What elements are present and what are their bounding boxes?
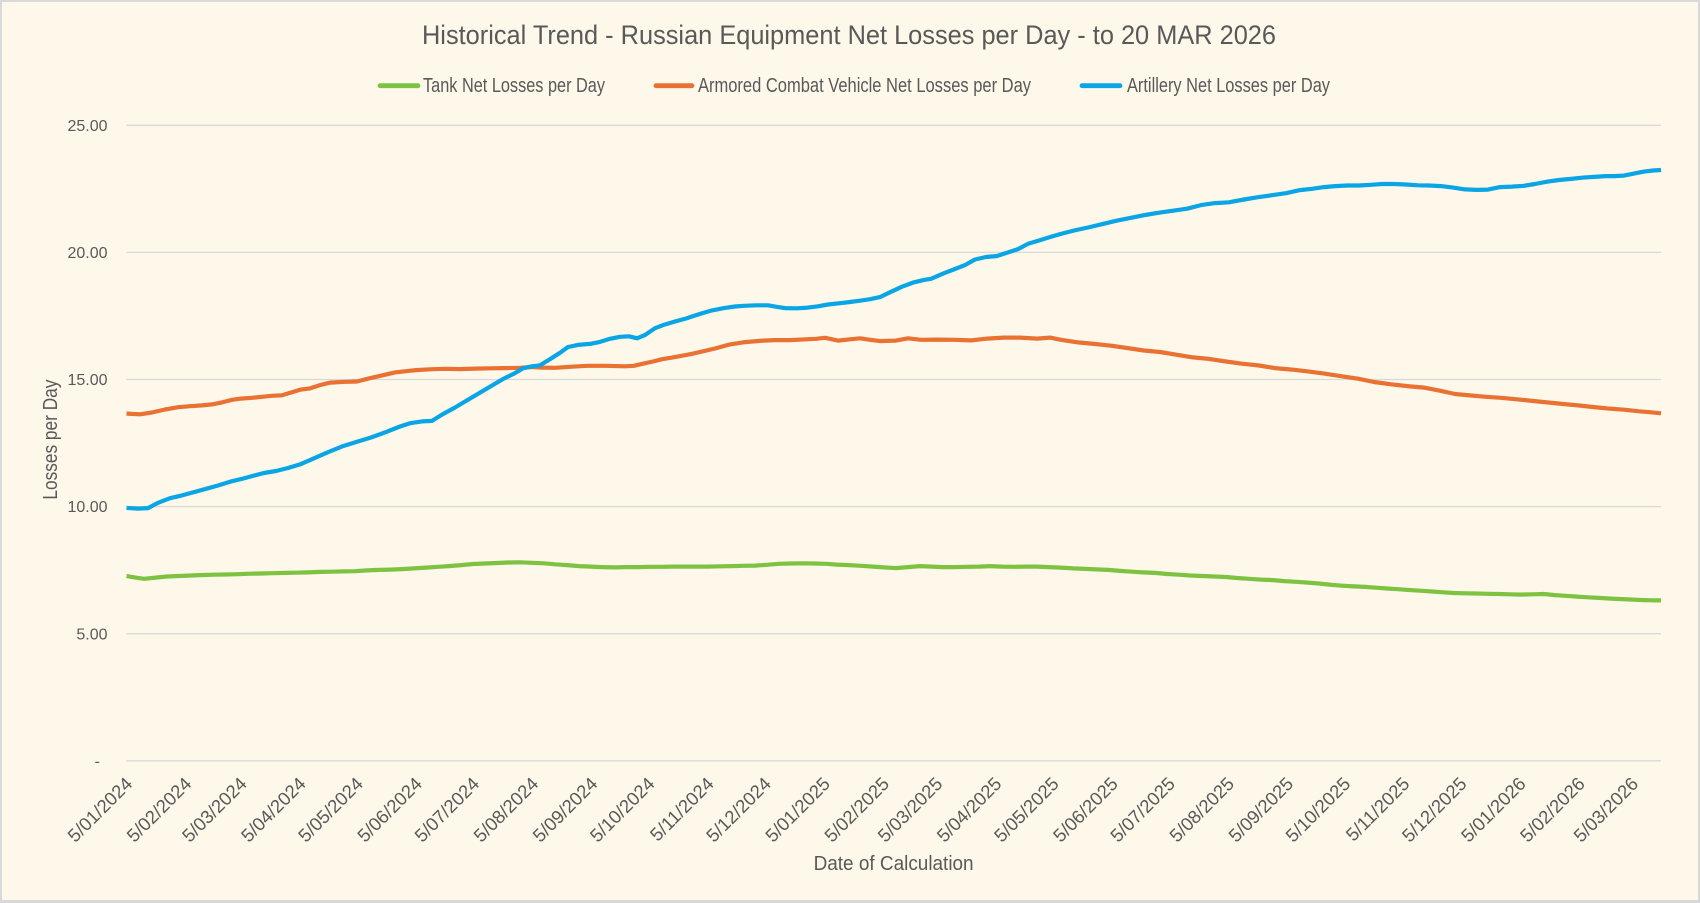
svg-text:Artillery Net Losses per Day: Artillery Net Losses per Day: [1127, 75, 1330, 97]
svg-text:Date of Calculation: Date of Calculation: [814, 853, 974, 875]
svg-text:25.00: 25.00: [67, 118, 107, 135]
svg-text:Losses per Day: Losses per Day: [40, 380, 62, 500]
svg-text:15.00: 15.00: [67, 372, 107, 389]
svg-text:Tank Net Losses per Day: Tank Net Losses per Day: [423, 75, 605, 97]
svg-text:Armored Combat Vehicle Net Los: Armored Combat Vehicle Net Losses per Da…: [698, 75, 1031, 97]
svg-text:Historical Trend - Russian Equ: Historical Trend - Russian Equipment Net…: [422, 20, 1276, 50]
svg-text:5.00: 5.00: [76, 626, 107, 643]
svg-text:10.00: 10.00: [67, 499, 107, 516]
svg-text:-: -: [95, 753, 100, 770]
svg-text:20.00: 20.00: [67, 245, 107, 262]
